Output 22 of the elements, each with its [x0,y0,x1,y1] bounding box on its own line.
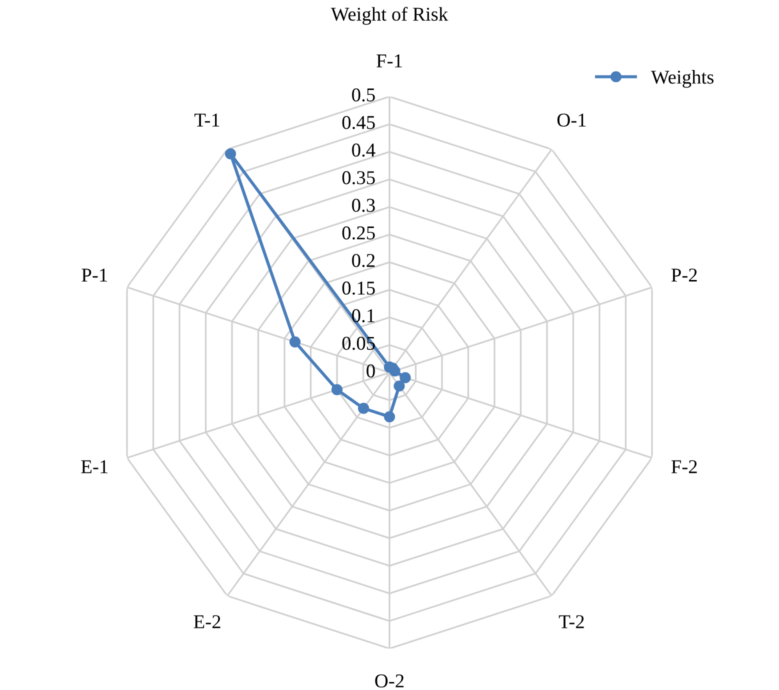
spoke-label: O-2 [375,674,404,688]
y-tick-label: 0.1 [352,309,374,322]
y-tick-label: 0.3 [352,198,375,212]
y-tick-label: 0 [366,364,375,378]
y-tick-label: 0.25 [342,226,375,240]
legend-label: Weights [651,70,714,88]
y-tick-label: 0.5 [352,88,375,102]
spoke-label: T-2 [558,615,584,628]
spoke-label: O-1 [557,114,586,127]
spoke-label: F-1 [376,54,402,68]
spoke-label: E-2 [194,615,220,628]
y-tick-label: 0.15 [342,282,375,295]
y-tick-label: 0.4 [352,144,376,157]
spoke-label: T-1 [194,114,220,126]
chart-title: Weight of Risk [330,6,448,25]
y-tick-label: 0.35 [342,171,375,184]
spoke-label: P-1 [82,268,107,282]
y-tick-label: 0.2 [352,254,375,268]
spoke-label: E-1 [81,460,108,474]
spoke-label: F-2 [671,460,697,474]
y-tick-label: 0.45 [342,116,375,130]
spoke-label: P-2 [671,268,697,282]
